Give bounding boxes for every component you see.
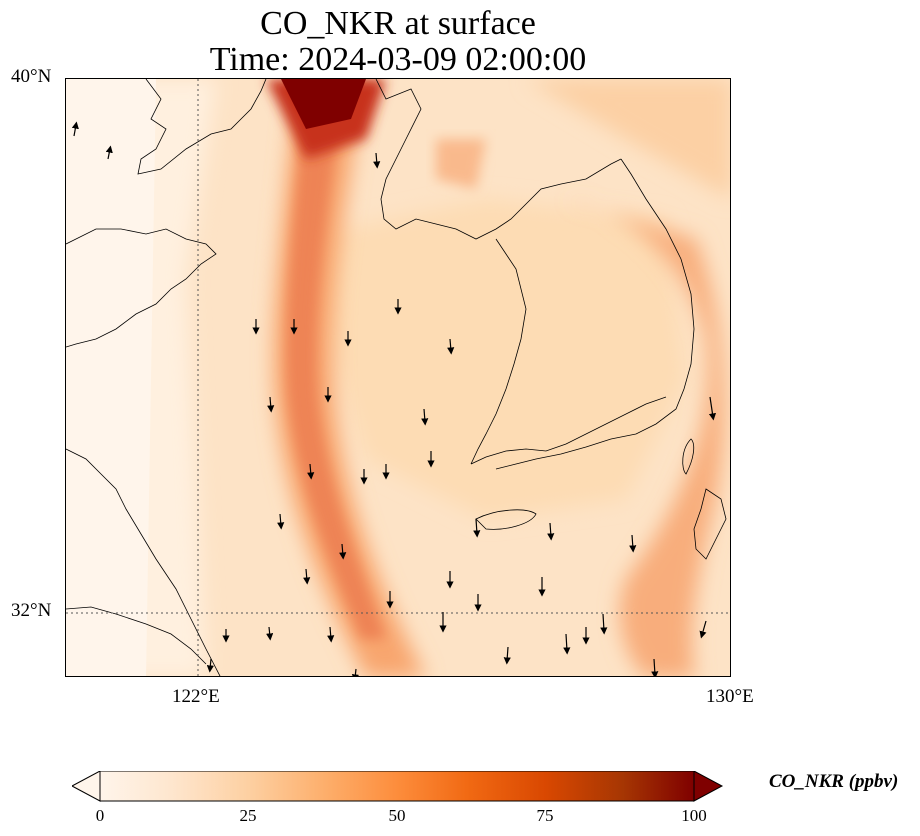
colorbar-min-extend (72, 771, 101, 802)
wind-vectors (71, 121, 717, 676)
colorbar-tick-75: 75 (536, 806, 554, 825)
y-tick-label-32n: 32°N (11, 600, 52, 621)
map-time-subtitle: Time: 2024-03-09 02:00:00 (209, 41, 587, 78)
x-tick-label-130e: 130°E (706, 686, 754, 707)
colorbar-tick-0: 0 (95, 806, 105, 825)
colorbar (72, 771, 724, 802)
colorbar-max-extend (693, 771, 724, 802)
gridlines (66, 79, 730, 676)
colorbar-label: CO_NKR (ppbv) (769, 771, 899, 792)
coastlines (66, 79, 727, 676)
x-tick-label-122e: 122°E (172, 686, 220, 707)
colorbar-tick-100: 100 (681, 806, 707, 825)
map-svg (66, 79, 730, 676)
map-panel (65, 78, 731, 677)
co-concentration-field (66, 79, 730, 676)
colorbar-tick-25: 25 (239, 806, 257, 825)
colorbar-gradient (99, 771, 695, 802)
colorbar-tick-50: 50 (388, 806, 406, 825)
map-title: CO_NKR at surface (260, 5, 536, 42)
y-tick-label-40n: 40°N (11, 66, 52, 87)
